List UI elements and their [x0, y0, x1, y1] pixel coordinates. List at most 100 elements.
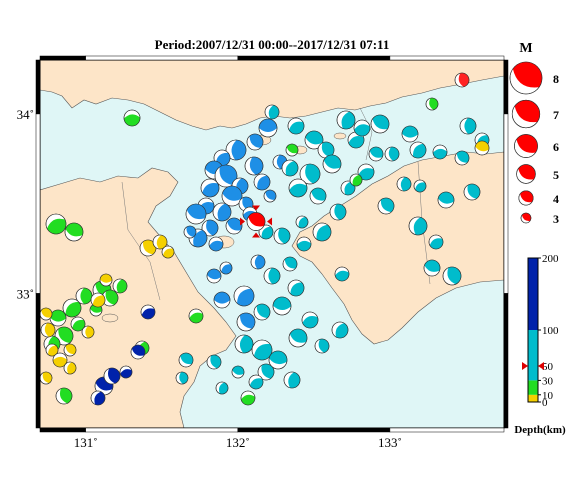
earthquake-mechanism — [236, 312, 256, 332]
earthquake-mechanism — [474, 140, 490, 156]
magnitude-legend-label: 6 — [553, 140, 559, 154]
depth-tick-label: 30 — [542, 375, 554, 387]
earthquake-mechanism — [273, 227, 291, 245]
earthquake-mechanism — [231, 365, 245, 379]
earthquake-mechanism — [281, 159, 299, 177]
earthquake-mechanism — [314, 338, 330, 354]
earthquake-mechanism — [70, 316, 86, 332]
earthquake-mechanism — [304, 130, 324, 150]
earthquake-mechanism — [423, 259, 441, 277]
earthquake-mechanism — [288, 328, 308, 348]
earthquake-mechanism — [234, 334, 254, 354]
depth-marker-left — [522, 362, 528, 370]
earthquake-mechanism — [287, 279, 305, 297]
target-arrow — [267, 217, 273, 226]
earthquake-mechanism — [285, 143, 299, 157]
earthquake-mechanism — [283, 371, 301, 389]
earthquake-mechanism — [357, 163, 375, 181]
depth-band — [528, 330, 538, 381]
earthquake-mechanism — [246, 133, 264, 151]
earthquake-mechanism — [183, 225, 197, 239]
earthquake-mechanism — [370, 114, 390, 134]
earthquake-mechanism — [40, 322, 56, 338]
earthquake-mechanism — [282, 256, 298, 272]
earthquake-mechanism — [295, 215, 309, 229]
earthquake-mechanism — [437, 191, 455, 209]
target-earthquake-mechanism — [246, 212, 266, 231]
earthquake-mechanism — [175, 371, 189, 385]
depth-band — [528, 380, 538, 395]
earthquake-mechanism — [301, 311, 319, 329]
earthquake-mechanism — [40, 307, 53, 321]
earthquake-mechanism — [201, 219, 219, 237]
earthquake-mechanism — [258, 224, 274, 240]
magnitude-legend-label: 7 — [553, 108, 559, 122]
earthquake-mechanism — [258, 118, 278, 138]
earthquake-mechanism — [268, 350, 288, 370]
earthquake-mechanism — [368, 146, 384, 162]
magnitude-legend-symbol — [514, 134, 538, 158]
earthquake-mechanism — [250, 254, 266, 270]
depth-tick-label: 0 — [542, 397, 548, 409]
longitude-labels: 131˚ 132˚ 133˚ — [74, 435, 402, 450]
earthquake-mechanism — [55, 387, 73, 405]
earthquake-mechanism — [185, 203, 207, 225]
depth-tick-label: 200 — [542, 253, 559, 265]
earthquake-mechanism — [442, 266, 462, 286]
latitude-tick-label: 33˚ — [17, 286, 34, 301]
earthquake-mechanism — [408, 216, 428, 236]
earthquake-mechanism — [396, 176, 412, 192]
earthquake-mechanism — [322, 154, 342, 174]
earthquake-mechanism — [248, 374, 264, 390]
earthquake-mechanism — [257, 363, 275, 381]
earthquake-mechanism — [219, 261, 233, 275]
earthquake-mechanism — [208, 236, 224, 252]
earthquake-mechanism — [425, 97, 439, 111]
depth-tick-label: 100 — [542, 325, 559, 337]
earthquake-mechanism — [312, 222, 332, 242]
earthquake-mechanism — [206, 268, 222, 284]
earthquake-mechanism — [52, 352, 68, 368]
magnitude-legend-label: 8 — [553, 72, 559, 86]
earthquake-mechanism — [336, 110, 356, 130]
depth-tick-label: 10 — [542, 390, 554, 402]
earthquake-mechanism — [90, 390, 106, 406]
longitude-tick-label: 131˚ — [74, 435, 98, 450]
earthquake-mechanism — [331, 321, 349, 339]
earthquake-mechanism — [244, 156, 264, 176]
earthquake-mechanism — [253, 173, 271, 191]
earthquake-mechanism — [253, 303, 271, 321]
earthquake-mechanism — [454, 72, 470, 88]
earthquake-mechanism — [62, 298, 82, 318]
magnitude-legend-label: 5 — [553, 168, 559, 182]
earthquake-mechanism — [263, 189, 277, 203]
earthquake-mechanism — [240, 390, 256, 406]
earthquake-mechanism — [63, 361, 77, 375]
earthquake-mechanism — [309, 187, 327, 205]
earthquake-mechanism — [49, 309, 67, 327]
earthquake-mechanism — [40, 371, 53, 385]
map-area — [40, 60, 504, 428]
earthquake-mechanism — [214, 164, 238, 188]
earthquake-mechanism — [299, 163, 321, 185]
earthquake-mechanism — [432, 144, 448, 160]
earthquake-mechanism — [178, 352, 194, 368]
earthquake-mechanism — [264, 104, 280, 120]
earthquake-mechanism — [401, 125, 419, 143]
earthquake-mechanism — [225, 217, 243, 235]
earthquake-mechanism — [459, 117, 477, 135]
depth-marker-right — [538, 362, 544, 370]
earthquake-mechanism — [409, 141, 427, 159]
island — [333, 132, 347, 140]
depth-tick-label: 50 — [542, 361, 554, 373]
earthquake-mechanism — [334, 266, 350, 282]
magnitude-legend-label: 3 — [553, 212, 559, 226]
depth-color-scale: Depth(km) 200 100 50 30 100 — [514, 253, 566, 436]
earthquake-mechanism — [112, 278, 128, 294]
target-arrow — [240, 217, 246, 226]
earthquake-mechanism — [384, 146, 400, 162]
earthquake-mechanism — [287, 117, 305, 135]
earthquake-mechanism — [103, 367, 121, 385]
earthquake-mechanism — [161, 245, 175, 259]
